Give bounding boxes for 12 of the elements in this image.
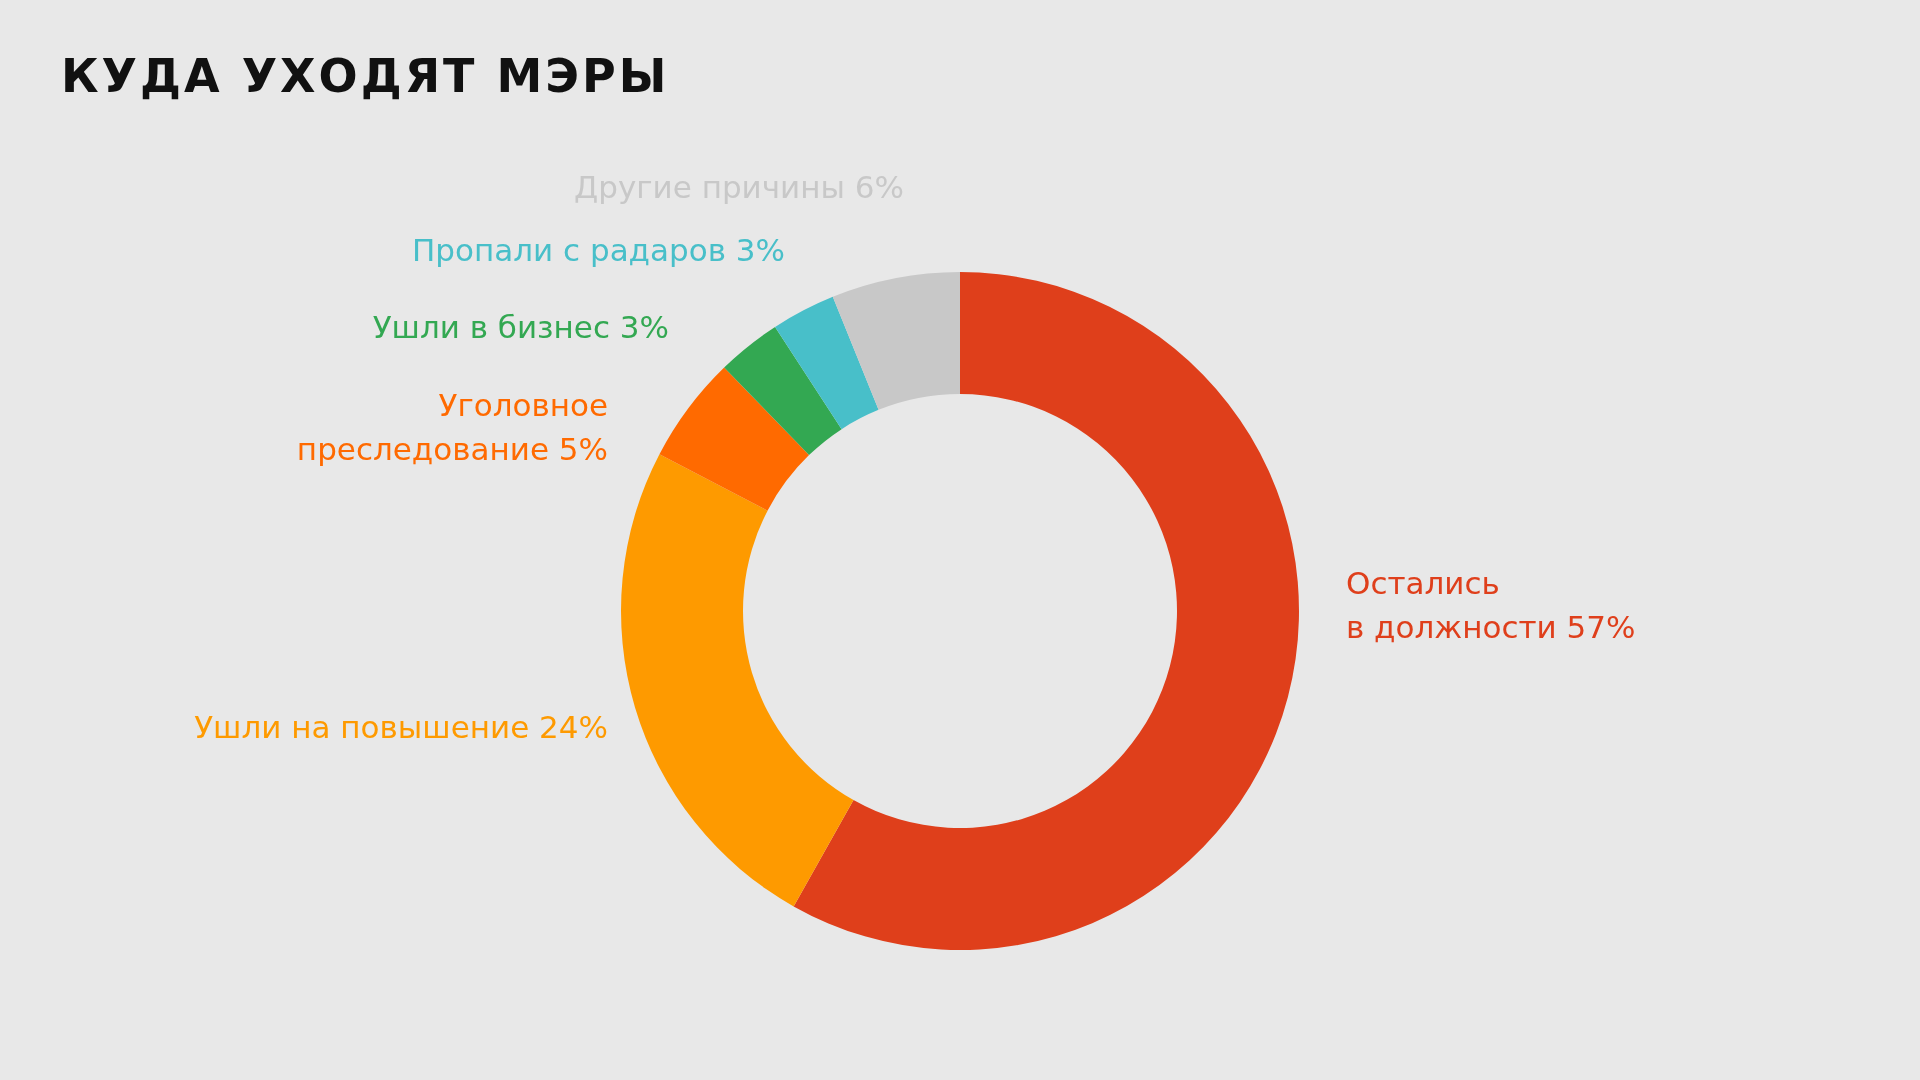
slice-label: Ушли в бизнес 3% — [372, 309, 669, 345]
slice-label: Уголовное преследование 5% — [296, 387, 608, 467]
donut-slice — [775, 296, 879, 430]
donut-slice — [659, 367, 810, 511]
donut-slice — [724, 326, 842, 456]
slice-label: Пропали с радаров 3% — [412, 232, 785, 268]
slice-label: Остались в должности 57% — [1346, 565, 1636, 645]
donut-slice — [832, 272, 960, 410]
chart-title: КУДА УХОДЯТ МЭРЫ — [61, 49, 670, 103]
donut-slice — [793, 272, 1299, 950]
donut-slice — [621, 454, 854, 907]
slice-label: Ушли на повышение 24% — [194, 709, 608, 745]
